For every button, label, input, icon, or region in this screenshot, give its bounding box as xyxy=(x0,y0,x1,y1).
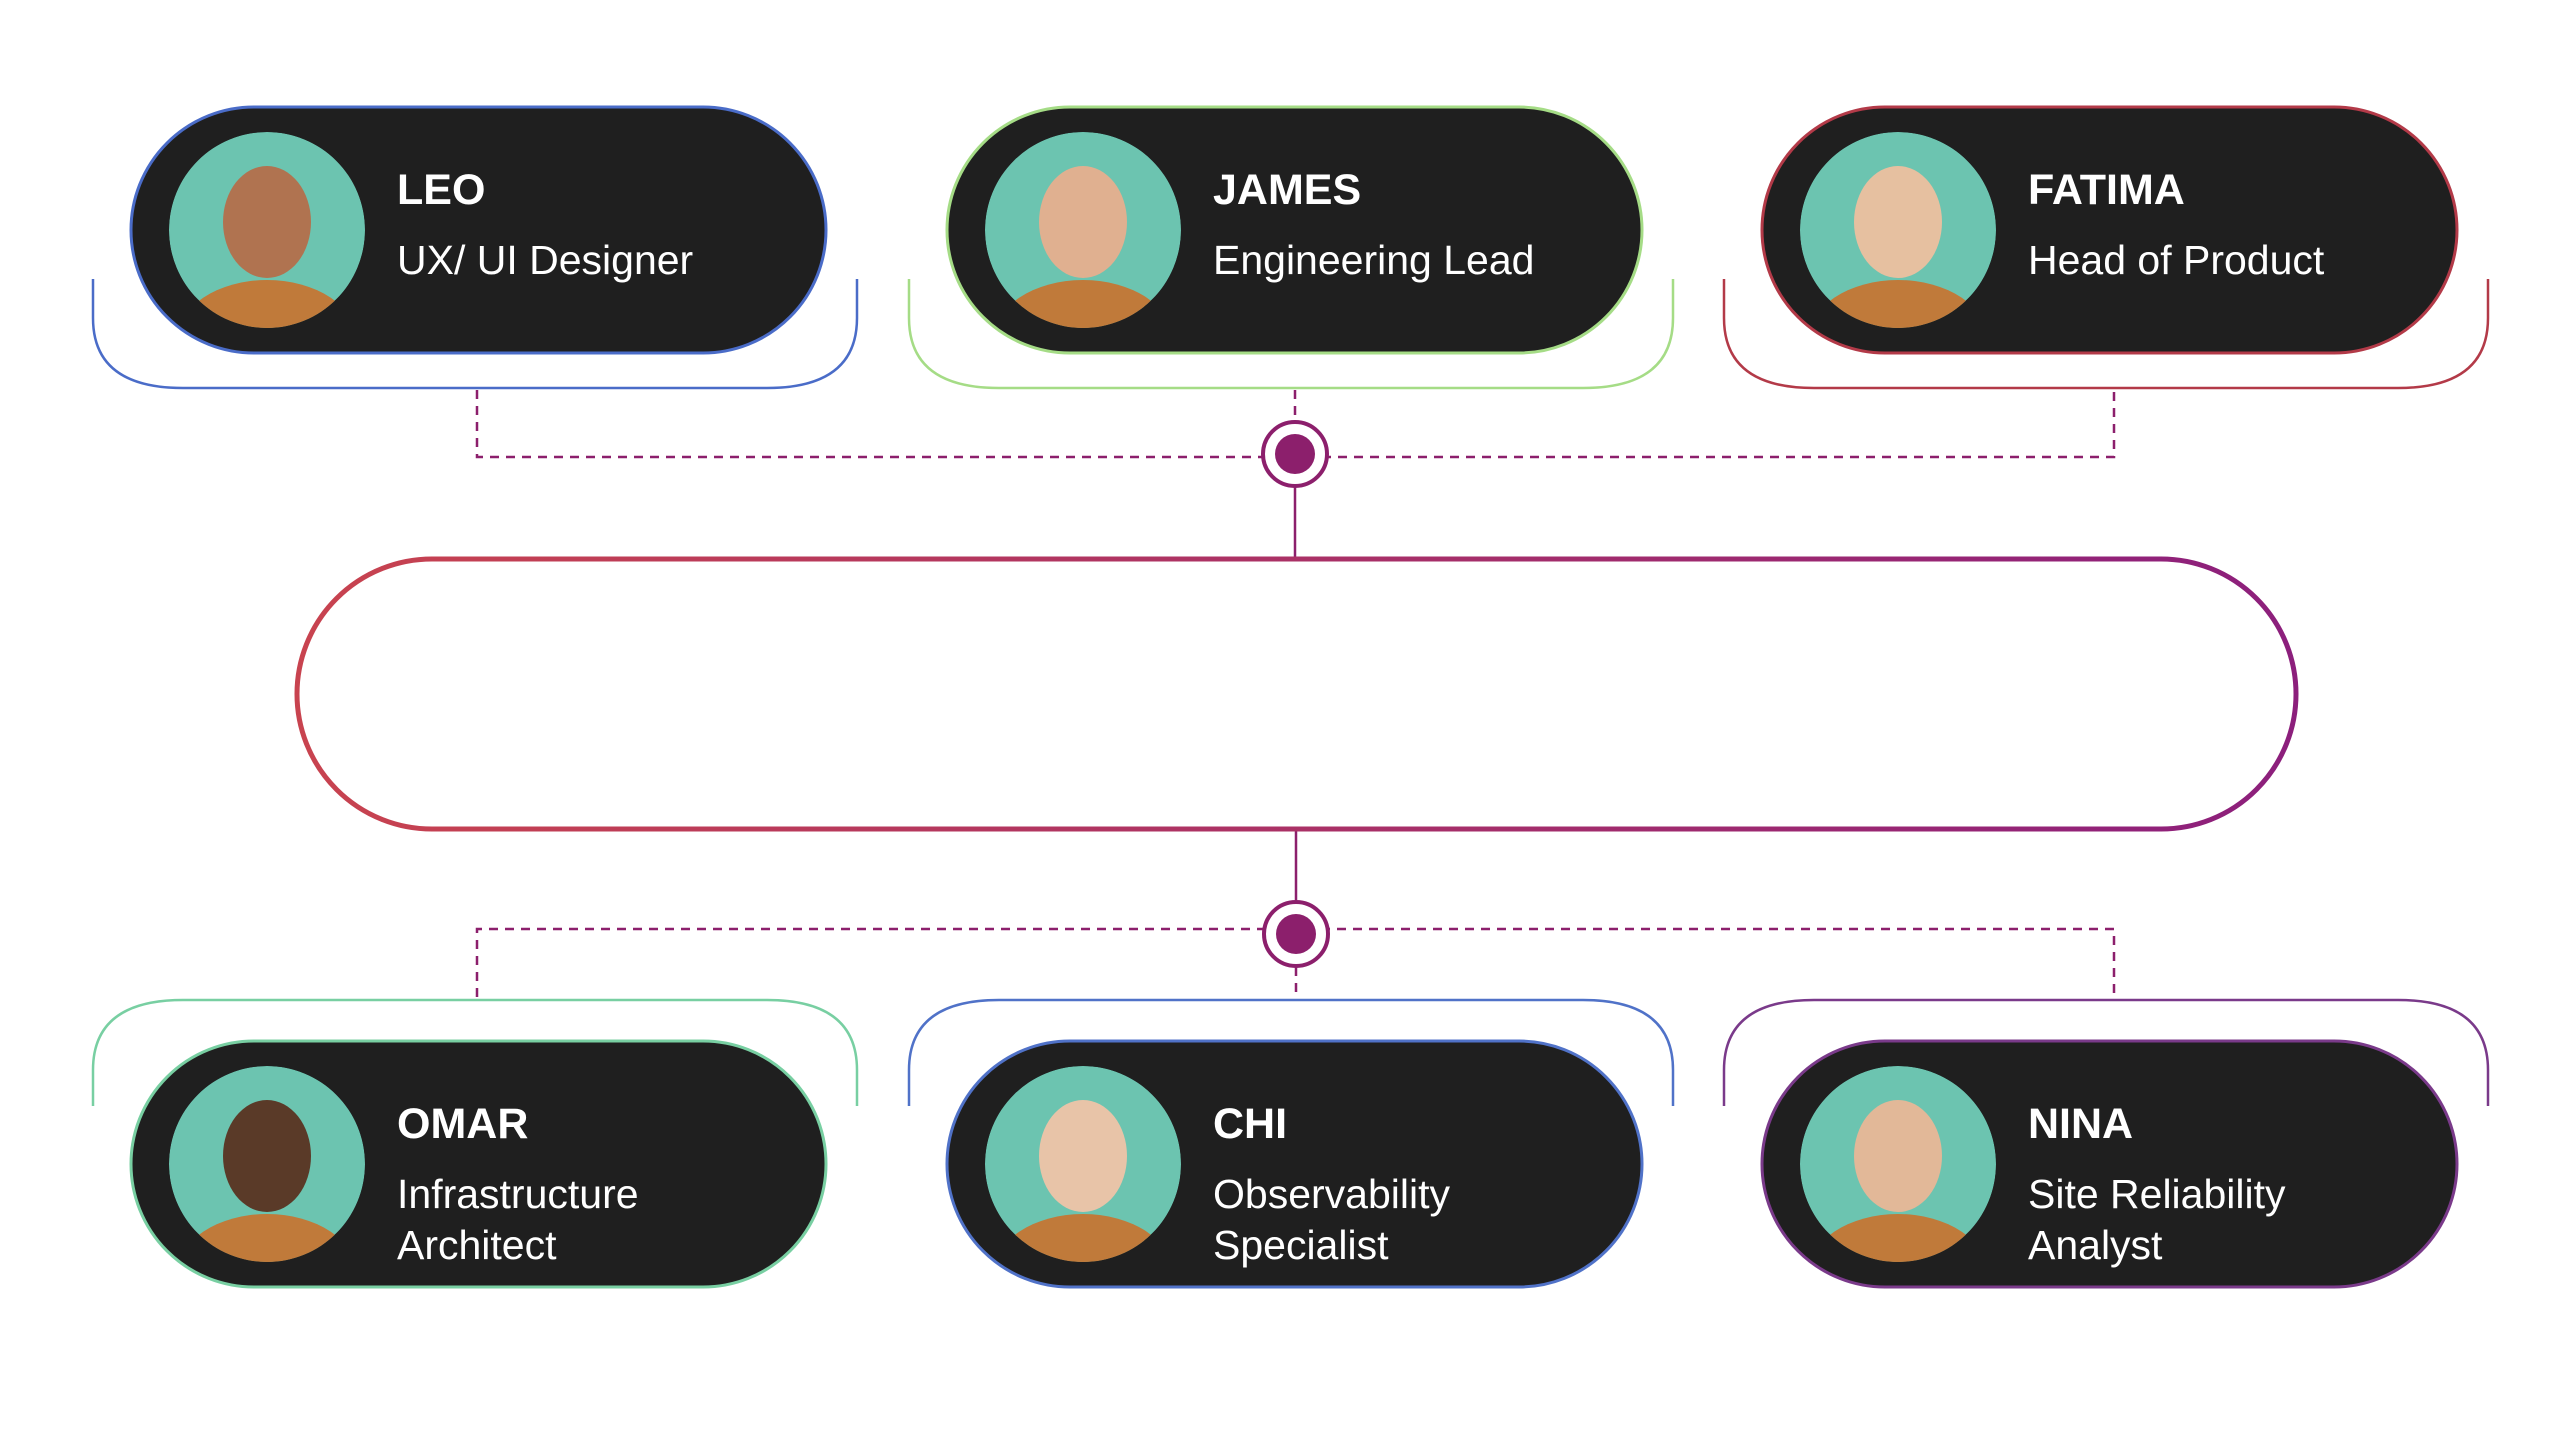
person-role: Head of Product xyxy=(2028,237,2325,283)
avatar-head xyxy=(1039,1100,1127,1212)
person-name: JAMES xyxy=(1213,166,1361,214)
avatar xyxy=(169,132,365,328)
person-card: LEO UX/ UI Designer xyxy=(91,105,859,390)
person-role: UX/ UI Designer xyxy=(397,237,693,283)
avatar-shoulders xyxy=(993,1214,1173,1262)
person-name: LEO xyxy=(397,166,485,214)
center-stem xyxy=(1293,487,1298,900)
card-bracket xyxy=(91,279,859,390)
top-node-dot xyxy=(1275,434,1315,474)
connectors xyxy=(475,390,2116,997)
center-box xyxy=(294,556,2299,832)
avatar xyxy=(1800,1066,1996,1262)
person-name: NINA xyxy=(2028,1100,2133,1148)
avatar xyxy=(1800,132,1996,328)
person-card: FATIMA Head of Product xyxy=(1722,105,2490,390)
avatar-head xyxy=(1039,166,1127,278)
avatar-shoulders xyxy=(1808,280,1988,328)
person-role: Specialist xyxy=(1213,1222,1389,1268)
person-name: CHI xyxy=(1213,1100,1287,1148)
person-name: OMAR xyxy=(397,1100,528,1148)
avatar-head xyxy=(223,166,311,278)
avatar-shoulders xyxy=(177,280,357,328)
person-role: Architect xyxy=(397,1222,557,1268)
person-card: OMAR Infrastructure Architect xyxy=(91,998,859,1289)
person-card: JAMES Engineering Lead xyxy=(907,105,1675,390)
avatar-shoulders xyxy=(993,280,1173,328)
bottom-node-dot xyxy=(1276,914,1316,954)
avatar-shoulders xyxy=(1808,1214,1988,1262)
person-card: NINA Site Reliability Analyst xyxy=(1722,998,2490,1289)
avatar xyxy=(985,1066,1181,1262)
avatar-head xyxy=(1854,1100,1942,1212)
card-bracket xyxy=(907,998,1675,1106)
card-bracket xyxy=(907,279,1675,390)
person-role: Analyst xyxy=(2028,1222,2163,1268)
avatar-head xyxy=(223,1100,311,1212)
person-role: Engineering Lead xyxy=(1213,237,1534,283)
avatar-shoulders xyxy=(177,1214,357,1262)
person-role: Observability xyxy=(1213,1171,1450,1217)
person-role: Infrastructure xyxy=(397,1171,639,1217)
card-bracket xyxy=(91,998,859,1106)
person-name: FATIMA xyxy=(2028,166,2185,214)
avatar-head xyxy=(1854,166,1942,278)
person-role: Site Reliability xyxy=(2028,1171,2286,1217)
avatar xyxy=(169,1066,365,1262)
person-card: CHI Observability Specialist xyxy=(907,998,1675,1289)
card-bracket xyxy=(1722,998,2490,1106)
avatar xyxy=(985,132,1181,328)
card-bracket xyxy=(1722,279,2490,390)
